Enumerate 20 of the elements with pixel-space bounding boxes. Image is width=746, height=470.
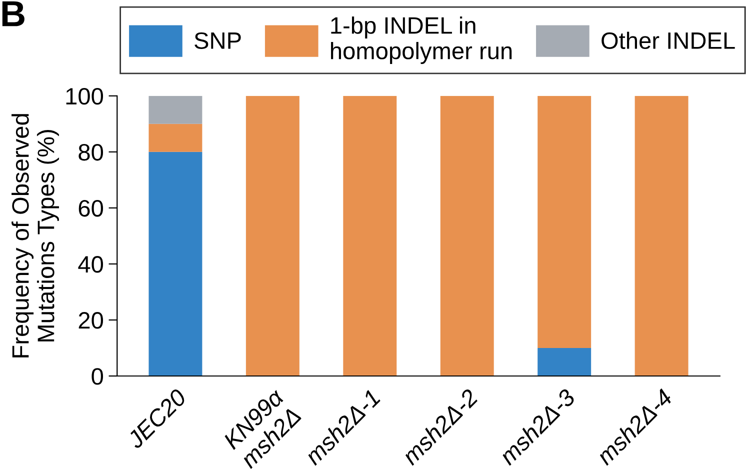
y-tick-label: 0	[92, 368, 104, 385]
y-tick-label: 60	[78, 200, 104, 217]
y-tick-label: 100	[66, 88, 104, 105]
y-tick-label: 80	[78, 144, 104, 161]
bar	[148, 124, 202, 152]
bar	[440, 96, 494, 376]
text: B	[2, 1, 24, 26]
y-axis-title: Frequency of Observed Mutations Types (%)	[12, 114, 59, 358]
bar	[148, 96, 202, 124]
legend-label: Other INDEL	[602, 32, 735, 50]
bar	[538, 96, 592, 348]
bar	[538, 348, 592, 376]
bar	[148, 152, 202, 376]
bar	[343, 96, 397, 376]
y-tick-label: 40	[78, 256, 104, 273]
legend-label: SNP	[194, 32, 241, 50]
y-tick-label: 20	[78, 312, 104, 329]
bar	[634, 96, 688, 376]
legend-label: 1-bp INDEL in homopolymer run	[331, 16, 512, 64]
bar	[246, 96, 300, 376]
